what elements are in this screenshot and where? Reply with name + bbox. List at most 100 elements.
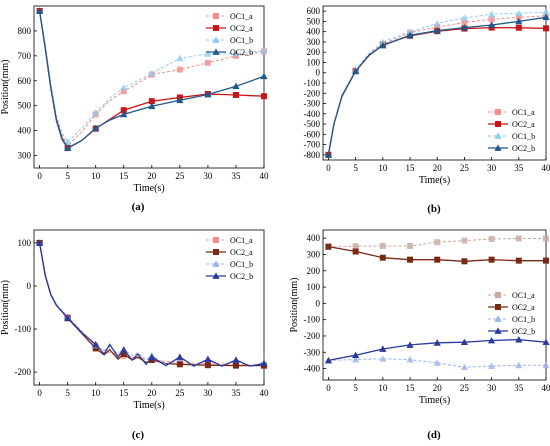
- data-point-OC1_a: [120, 88, 127, 95]
- data-point-OC2_b: [120, 346, 128, 353]
- data-point-OC2_b: [260, 72, 268, 80]
- series-line-OC1_b: [39, 10, 265, 143]
- data-point-OC1_b: [260, 47, 268, 54]
- y-tick-label: 300: [307, 249, 321, 259]
- y-tick-label: -500: [304, 119, 321, 129]
- data-point-OC2_b: [488, 336, 496, 344]
- y-tick-label: -200: [15, 367, 32, 377]
- data-point-OC2_b: [460, 23, 469, 31]
- data-point-OC2_a: [120, 351, 127, 357]
- data-point-OC2_a: [488, 256, 495, 263]
- data-point-OC2_a: [204, 362, 211, 369]
- data-point-OC1_b: [515, 361, 523, 369]
- data-point-OC2_b: [379, 41, 387, 49]
- y-tick-label: 400: [18, 126, 32, 136]
- legend-marker-OC1_a: [495, 109, 501, 115]
- x-tick-label: 35: [231, 388, 241, 398]
- legend-label-OC1_a: OC1_a: [512, 291, 535, 300]
- legend-marker-OC1_b: [212, 36, 220, 43]
- data-point-OC1_b: [433, 19, 441, 27]
- data-point-OC2_b: [352, 67, 360, 75]
- legend-marker-OC1_b: [212, 260, 220, 267]
- panel-caption-d: (d): [427, 429, 441, 441]
- x-tick-label: 15: [406, 383, 416, 393]
- y-tick-label: -400: [304, 109, 321, 119]
- y-axis-label: Position(mm): [0, 59, 11, 114]
- data-point-OC2_a: [232, 362, 239, 369]
- x-tick-label: 35: [514, 163, 524, 173]
- legend-marker-OC2_a: [495, 304, 501, 310]
- data-point-OC2_b: [260, 359, 268, 367]
- y-tick-label: -300: [304, 347, 321, 357]
- x-axis-label: Time(s): [419, 395, 450, 406]
- y-tick-label: -100: [304, 315, 321, 325]
- data-point-OC2_b: [324, 151, 333, 158]
- data-point-OC1_b: [379, 38, 387, 45]
- data-point-OC2_b: [406, 341, 414, 348]
- data-point-OC2_a: [261, 93, 267, 100]
- legend-marker-OC1_b: [494, 132, 502, 139]
- x-axis-label: Time(s): [133, 400, 164, 411]
- legend-marker-OC2_a: [495, 121, 501, 127]
- data-point-OC2_b: [204, 90, 212, 98]
- data-point-OC1_b: [460, 14, 469, 21]
- x-tick-label: 15: [119, 388, 129, 398]
- y-tick-label: 300: [307, 37, 321, 47]
- y-tick-label: -700: [304, 140, 321, 150]
- y-tick-label: -200: [304, 331, 321, 341]
- y-tick-label: 0: [27, 281, 32, 291]
- y-tick-label: 100: [18, 238, 32, 248]
- x-tick-label: 30: [203, 171, 213, 181]
- y-tick-label: -600: [304, 129, 321, 139]
- data-point-OC2_b: [542, 338, 550, 346]
- x-tick-label: 0: [37, 171, 42, 181]
- panel-caption-a: (a): [132, 201, 145, 213]
- data-point-OC2_a: [325, 243, 332, 250]
- data-point-OC1_a: [543, 235, 549, 242]
- y-tick-label: 800: [18, 26, 32, 36]
- data-point-OC2_a: [543, 25, 549, 32]
- data-point-OC2_b: [232, 82, 240, 90]
- data-point-OC1_b: [488, 362, 496, 370]
- y-tick-label: 100: [307, 282, 321, 292]
- data-point-OC1_a: [461, 19, 468, 26]
- legend-label-OC2_a: OC2_a: [512, 303, 535, 312]
- y-tick-label: -100: [15, 324, 32, 334]
- x-tick-label: 35: [514, 383, 524, 393]
- data-point-OC2_a: [515, 24, 522, 31]
- legend-marker-OC2_a: [213, 25, 219, 31]
- data-point-OC1_a: [461, 237, 468, 244]
- x-tick-label: 25: [460, 163, 470, 173]
- data-point-OC2_b: [232, 356, 240, 363]
- legend-marker-OC1_a: [213, 13, 219, 19]
- data-point-OC2_b: [92, 124, 100, 132]
- x-axis-label: Time(s): [133, 183, 164, 194]
- legend-marker-OC1_a: [213, 237, 219, 243]
- x-tick-label: 5: [65, 388, 70, 398]
- legend-marker-OC2_b: [494, 144, 502, 151]
- data-point-OC1_b: [148, 69, 156, 77]
- y-tick-label: -200: [304, 88, 321, 98]
- data-point-OC2_b: [433, 27, 441, 34]
- x-tick-label: 30: [487, 383, 497, 393]
- legend-label-OC1_b: OC1_b: [512, 315, 535, 324]
- data-point-OC1_b: [406, 356, 414, 363]
- y-tick-label: -100: [304, 78, 321, 88]
- series-line-OC1_b: [328, 358, 546, 368]
- x-tick-label: 10: [378, 163, 388, 173]
- legend-label-OC1_a: OC1_a: [512, 108, 535, 117]
- data-point-OC1_a: [515, 14, 522, 21]
- data-point-OC2_b: [36, 239, 44, 246]
- data-point-OC1_b: [92, 109, 100, 116]
- y-tick-label: -800: [304, 150, 321, 160]
- data-point-OC2_b: [460, 338, 469, 346]
- series-line-OC2_b: [327, 16, 547, 156]
- x-tick-label: 10: [91, 388, 101, 398]
- x-tick-label: 0: [326, 383, 331, 393]
- legend-label-OC2_a: OC2_a: [230, 24, 253, 33]
- x-tick-label: 40: [542, 383, 550, 393]
- x-tick-label: 20: [147, 171, 157, 181]
- y-tick-label: -300: [304, 99, 321, 109]
